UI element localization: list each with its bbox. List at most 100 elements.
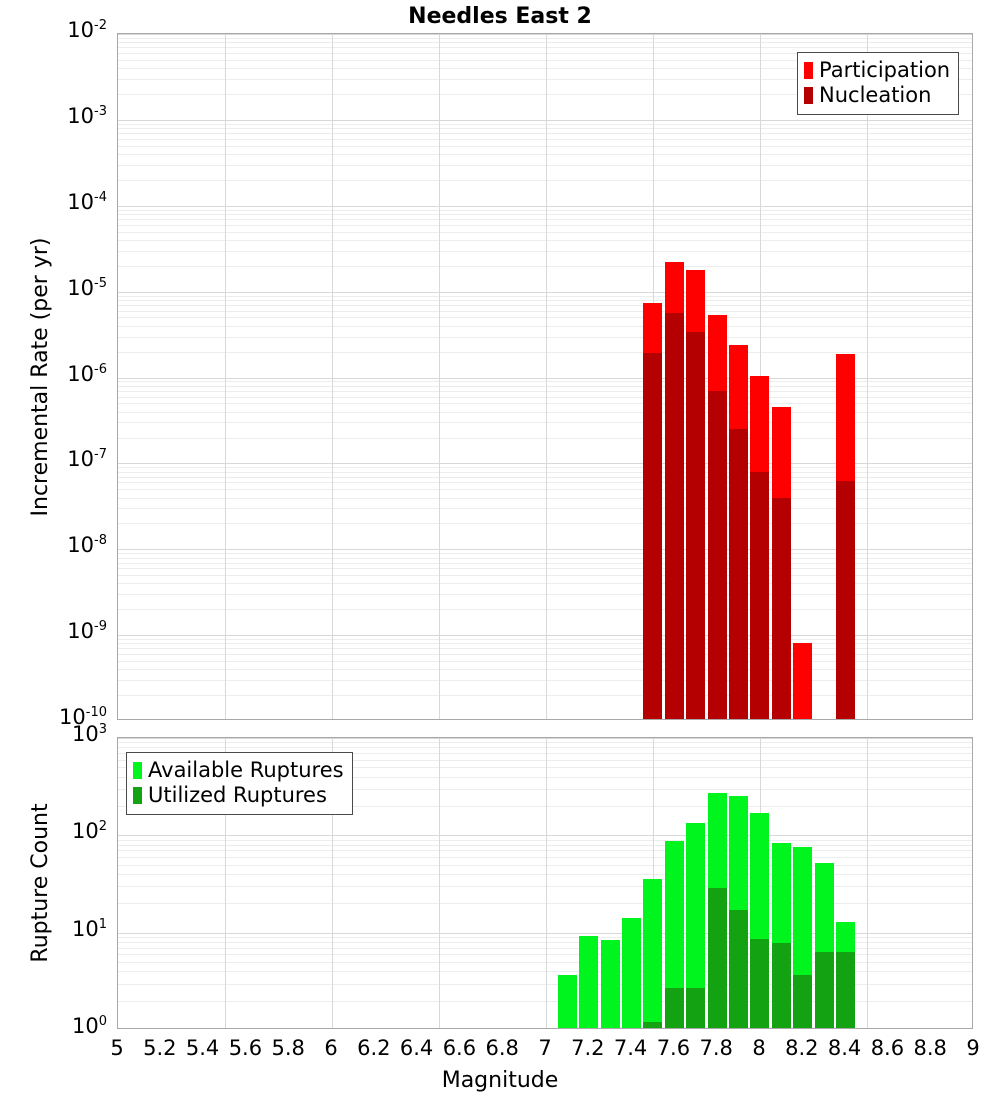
gridline-major-vertical <box>867 738 868 1028</box>
gridline-minor-horizontal <box>118 391 972 392</box>
gridline-major-vertical <box>332 34 333 719</box>
gridline-minor-horizontal <box>118 742 972 743</box>
gridline-major-horizontal <box>118 378 972 379</box>
gridline-minor-horizontal <box>118 747 972 748</box>
gridline-major-horizontal <box>118 933 972 934</box>
gridline-minor-horizontal <box>118 874 972 875</box>
gridline-minor-horizontal <box>118 648 972 649</box>
gridline-minor-horizontal <box>118 498 972 499</box>
y-tick-label: 101 <box>71 916 107 941</box>
gridline-minor-horizontal <box>118 225 972 226</box>
rupture-count-plot-area <box>117 737 973 1029</box>
y-tick-label: 10-7 <box>67 447 107 472</box>
bar-participation <box>793 643 812 719</box>
rupture-count-legend: Available Ruptures Utilized Ruptures <box>126 752 353 815</box>
x-tick-label: 8.6 <box>870 1036 905 1060</box>
gridline-minor-horizontal <box>118 753 972 754</box>
bar-available-ruptures <box>622 918 641 1028</box>
gridline-minor-horizontal <box>118 438 972 439</box>
gridline-minor-horizontal <box>118 857 972 858</box>
gridline-minor-horizontal <box>118 553 972 554</box>
y-tick-label: 100 <box>71 1014 107 1038</box>
y-tick-label: 10-3 <box>67 103 107 128</box>
axis-title-text: Rupture Count <box>28 803 53 963</box>
bar-utilized-ruptures <box>836 952 855 1028</box>
y-tick-label: 10-9 <box>67 619 107 644</box>
gridline-minor-horizontal <box>118 563 972 564</box>
gridline-minor-horizontal <box>118 575 972 576</box>
gridline-minor-horizontal <box>118 266 972 267</box>
gridline-major-horizontal <box>118 835 972 836</box>
gridline-minor-horizontal <box>118 337 972 338</box>
legend-label: Participation <box>819 58 951 82</box>
gridline-minor-horizontal <box>118 472 972 473</box>
bar-nucleation <box>772 498 791 719</box>
gridline-minor-horizontal <box>118 643 972 644</box>
x-tick-label: 5.4 <box>185 1036 220 1060</box>
bar-utilized-ruptures <box>772 943 791 1028</box>
gridline-minor-horizontal <box>118 962 972 963</box>
gridline-minor-horizontal <box>118 68 972 69</box>
gridline-minor-horizontal <box>118 214 972 215</box>
gridline-minor-horizontal <box>118 300 972 301</box>
x-tick-label: 6.2 <box>357 1036 391 1060</box>
gridline-minor-horizontal <box>118 60 972 61</box>
legend-label: Utilized Ruptures <box>148 782 327 807</box>
gridline-minor-horizontal <box>118 422 972 423</box>
bar-utilized-ruptures <box>686 988 705 1028</box>
gridline-minor-horizontal <box>118 397 972 398</box>
bar-available-ruptures <box>665 841 684 1028</box>
gridline-minor-horizontal <box>118 386 972 387</box>
bar-available-ruptures <box>558 975 577 1028</box>
legend-entry: Utilized Ruptures <box>133 783 344 808</box>
gridline-major-vertical <box>332 738 333 1028</box>
gridline-minor-horizontal <box>118 954 972 955</box>
bar-utilized-ruptures <box>793 975 812 1028</box>
y-tick-label: 10-2 <box>67 18 107 42</box>
bar-nucleation <box>836 481 855 719</box>
gridline-minor-horizontal <box>118 1001 972 1002</box>
gridline-minor-horizontal <box>118 482 972 483</box>
gridline-minor-horizontal <box>118 695 972 696</box>
x-tick-label: 6.6 <box>442 1036 477 1060</box>
bar-available-ruptures <box>579 936 598 1028</box>
bar-available-ruptures <box>643 879 662 1028</box>
bar-utilized-ruptures <box>750 939 769 1028</box>
y-tick-label: 103 <box>71 722 107 746</box>
gridline-major-horizontal <box>118 463 972 464</box>
gridline-minor-horizontal <box>118 251 972 252</box>
gridline-minor-horizontal <box>118 38 972 39</box>
gridline-minor-horizontal <box>118 806 972 807</box>
gridline-major-horizontal <box>118 120 972 121</box>
x-tick-label: 7.6 <box>656 1036 691 1060</box>
gridline-minor-horizontal <box>118 971 972 972</box>
gridline-minor-horizontal <box>118 128 972 129</box>
gridline-major-horizontal <box>118 549 972 550</box>
incremental-rate-panel: 10-2 10-3 10-4 10-5 10-6 10-7 10-8 10-9 10-10 In… <box>28 18 973 728</box>
gridline-minor-horizontal <box>118 94 972 95</box>
gridline-minor-horizontal <box>118 767 972 768</box>
gridline-minor-horizontal <box>118 477 972 478</box>
gridline-minor-horizontal <box>118 789 972 790</box>
gridline-minor-horizontal <box>118 669 972 670</box>
gridline-minor-horizontal <box>118 948 972 949</box>
gridline-minor-horizontal <box>118 489 972 490</box>
gridline-major-horizontal <box>118 206 972 207</box>
gridline-minor-horizontal <box>118 154 972 155</box>
legend-entry: Participation <box>804 58 950 83</box>
bar-nucleation <box>708 391 727 719</box>
gridline-minor-horizontal <box>118 942 972 943</box>
gridline-minor-horizontal <box>118 139 972 140</box>
gridline-minor-horizontal <box>118 777 972 778</box>
gridline-minor-horizontal <box>118 937 972 938</box>
gridline-minor-horizontal <box>118 680 972 681</box>
legend-entry: Available Ruptures <box>133 758 344 783</box>
y-tick-label: 10-8 <box>67 533 107 558</box>
y-tick-label: 10-4 <box>67 189 107 214</box>
x-tick-label: 8 <box>752 1036 766 1060</box>
gridline-minor-horizontal <box>118 381 972 382</box>
gridline-minor-horizontal <box>118 79 972 80</box>
gridline-minor-horizontal <box>118 850 972 851</box>
